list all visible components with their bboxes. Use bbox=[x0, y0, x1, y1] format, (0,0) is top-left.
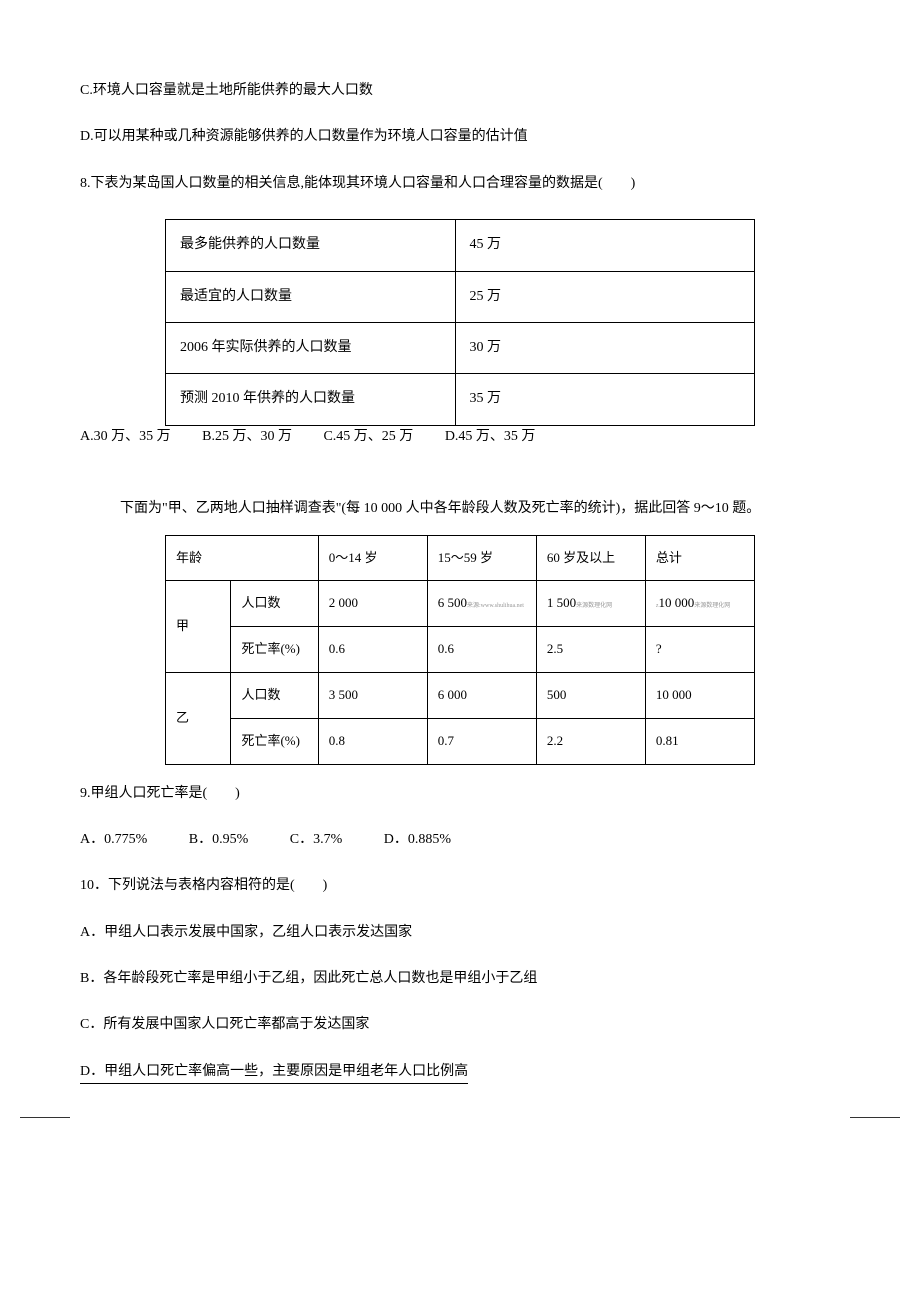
question-9-options: A．0.775% B．0.95% C．3.7% D．0.885% bbox=[80, 829, 840, 851]
table-cell: 6 500来源:www.shulihua.net bbox=[427, 581, 536, 627]
table-cell: 0.8 bbox=[318, 718, 427, 764]
table-row: 2006 年实际供养的人口数量 30 万 bbox=[166, 322, 755, 373]
table-cell: 最适宜的人口数量 bbox=[166, 271, 456, 322]
table-row: 预测 2010 年供养的人口数量 35 万 bbox=[166, 374, 755, 425]
table-cell: 0.7 bbox=[427, 718, 536, 764]
table-cell: 0.6 bbox=[427, 627, 536, 673]
header-age: 年龄 bbox=[166, 535, 319, 581]
footer-line-left bbox=[20, 1117, 70, 1118]
table-row: 甲 人口数 2 000 6 500来源:www.shulihua.net 1 5… bbox=[166, 581, 755, 627]
table-cell: 2.5 bbox=[536, 627, 645, 673]
header-0-14: 0～14 岁 bbox=[318, 535, 427, 581]
watermark-text: 来源:www.shulihua.net bbox=[467, 603, 524, 609]
option-a: A．0.775% bbox=[80, 829, 147, 851]
table-cell: 2.2 bbox=[536, 718, 645, 764]
table-row: 死亡率(%) 0.6 0.6 2.5 ? bbox=[166, 627, 755, 673]
table-cell: 最多能供养的人口数量 bbox=[166, 220, 456, 271]
option-d: D.45 万、35 万 bbox=[445, 426, 536, 448]
table-cell: 30 万 bbox=[455, 322, 754, 373]
table-cell: 2 000 bbox=[318, 581, 427, 627]
table-row: 最多能供养的人口数量 45 万 bbox=[166, 220, 755, 271]
table-row: 乙 人口数 3 500 6 000 500 10 000 bbox=[166, 672, 755, 718]
table-cell: 25 万 bbox=[455, 271, 754, 322]
table-header-row: 年龄 0～14 岁 15～59 岁 60 岁及以上 总计 bbox=[166, 535, 755, 581]
table-cell: 1 500来源数理化网 bbox=[536, 581, 645, 627]
table-cell: ? bbox=[645, 627, 754, 673]
header-total: 总计 bbox=[645, 535, 754, 581]
table-cell: 0.6 bbox=[318, 627, 427, 673]
question-8: 8.下表为某岛国人口数量的相关信息,能体现其环境人口容量和人口合理容量的数据是(… bbox=[80, 173, 840, 195]
table-cell: 预测 2010 年供养的人口数量 bbox=[166, 374, 456, 425]
option-d-text: D.可以用某种或几种资源能够供养的人口数量作为环境人口容量的估计值 bbox=[80, 126, 840, 148]
option-a: A.30 万、35 万 bbox=[80, 426, 171, 448]
question-10-option-a: A．甲组人口表示发展中国家，乙组人口表示发达国家 bbox=[80, 922, 840, 944]
table-cell: 10 000 bbox=[645, 672, 754, 718]
question-8-options: A.30 万、35 万 B.25 万、30 万 C.45 万、25 万 D.45… bbox=[80, 426, 840, 448]
population-info-table: 最多能供养的人口数量 45 万 最适宜的人口数量 25 万 2006 年实际供养… bbox=[165, 219, 755, 426]
question-10-option-c: C．所有发展中国家人口死亡率都高于发达国家 bbox=[80, 1014, 840, 1036]
option-d: D．0.885% bbox=[384, 829, 451, 851]
option-c-text: C.环境人口容量就是土地所能供养的最大人口数 bbox=[80, 80, 840, 102]
row-label: 死亡率(%) bbox=[231, 718, 318, 764]
table-cell: 35 万 bbox=[455, 374, 754, 425]
footer-decoration bbox=[80, 1108, 840, 1118]
option-b: B.25 万、30 万 bbox=[202, 426, 292, 448]
table-row: 最适宜的人口数量 25 万 bbox=[166, 271, 755, 322]
group-jia: 甲 bbox=[166, 581, 231, 673]
watermark-text: 来源数理化网 bbox=[694, 603, 730, 609]
table-cell: 0.81 bbox=[645, 718, 754, 764]
header-15-59: 15～59 岁 bbox=[427, 535, 536, 581]
question-10: 10．下列说法与表格内容相符的是( ) bbox=[80, 875, 840, 897]
question-10-option-b: B．各年龄段死亡率是甲组小于乙组，因此死亡总人口数也是甲组小于乙组 bbox=[80, 968, 840, 990]
footer-line-right bbox=[850, 1117, 900, 1118]
option-c: C.45 万、25 万 bbox=[323, 426, 413, 448]
table-cell: 500 bbox=[536, 672, 645, 718]
row-label: 人口数 bbox=[231, 581, 318, 627]
option-b: B．0.95% bbox=[189, 829, 249, 851]
table-cell: 45 万 bbox=[455, 220, 754, 271]
row-label: 人口数 bbox=[231, 672, 318, 718]
question-9: 9.甲组人口死亡率是( ) bbox=[80, 783, 840, 805]
option-c: C．3.7% bbox=[290, 829, 343, 851]
row-label: 死亡率(%) bbox=[231, 627, 318, 673]
table-cell: 3 500 bbox=[318, 672, 427, 718]
survey-intro: 下面为"甲、乙两地人口抽样调查表"(每 10 000 人中各年龄段人数及死亡率的… bbox=[120, 498, 840, 520]
table-row: 死亡率(%) 0.8 0.7 2.2 0.81 bbox=[166, 718, 755, 764]
question-10-option-d: D．甲组人口死亡率偏高一些，主要原因是甲组老年人口比例高 bbox=[80, 1061, 840, 1084]
group-yi: 乙 bbox=[166, 672, 231, 764]
header-60plus: 60 岁及以上 bbox=[536, 535, 645, 581]
table-cell: 2006 年实际供养的人口数量 bbox=[166, 322, 456, 373]
table-cell: z10 000来源数理化网 bbox=[645, 581, 754, 627]
table-cell: 6 000 bbox=[427, 672, 536, 718]
survey-table: 年龄 0～14 岁 15～59 岁 60 岁及以上 总计 甲 人口数 2 000… bbox=[165, 535, 755, 765]
watermark-text: 来源数理化网 bbox=[576, 603, 612, 609]
